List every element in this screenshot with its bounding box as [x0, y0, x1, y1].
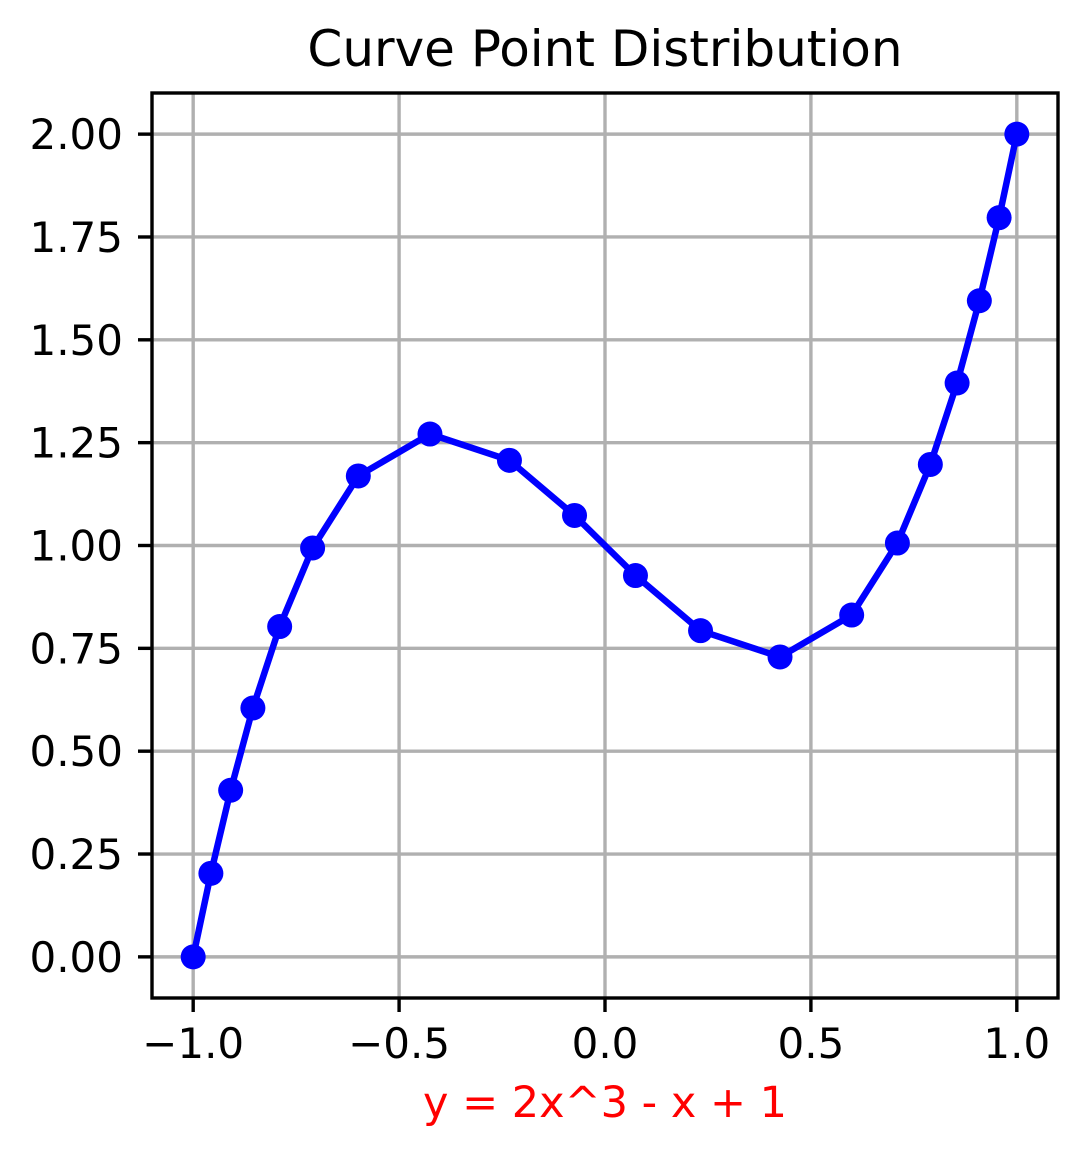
data-point [839, 602, 865, 628]
chart-title: Curve Point Distribution [307, 20, 903, 78]
data-point [496, 447, 522, 473]
x-tick-label: 1.0 [983, 1019, 1050, 1068]
data-line [189, 130, 1021, 961]
data-point [884, 530, 910, 556]
y-tick-label: 0.00 [29, 933, 123, 982]
y-tick-label: 0.75 [29, 624, 123, 673]
data-point [622, 563, 648, 589]
data-point [345, 463, 371, 489]
data-point [198, 860, 224, 886]
data-point [180, 944, 206, 970]
x-tick-label: 0.0 [572, 1019, 639, 1068]
data-point [417, 421, 443, 447]
data-point [267, 614, 293, 640]
data-point [562, 502, 588, 528]
data-point [300, 535, 326, 561]
x-tick-label: 0.5 [778, 1019, 845, 1068]
x-axis-label: y = 2x^3 - x + 1 [422, 1078, 788, 1128]
data-point [767, 644, 793, 670]
y-tick-label: 1.00 [29, 522, 123, 571]
x-tick-label: −1.0 [142, 1019, 244, 1068]
data-point [1004, 121, 1030, 147]
data-point [688, 618, 714, 644]
data-point [986, 205, 1012, 231]
y-tick-label: 0.25 [29, 830, 123, 879]
y-tick-label: 1.25 [29, 419, 123, 468]
y-tick-label: 1.50 [29, 316, 123, 365]
data-point [966, 288, 992, 314]
data-point [240, 695, 266, 721]
data-point [944, 370, 970, 396]
data-point [218, 777, 244, 803]
data-point [917, 451, 943, 477]
y-tick-label: 2.00 [29, 110, 123, 159]
y-tick-label: 1.75 [29, 213, 123, 262]
y-tick-label: 0.50 [29, 727, 123, 776]
x-tick-label: −0.5 [348, 1019, 450, 1068]
